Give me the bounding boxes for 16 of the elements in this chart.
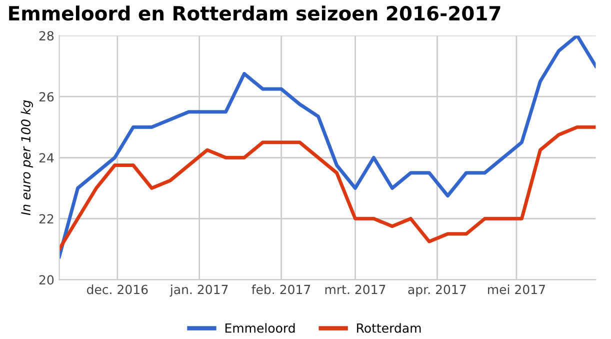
y-tick-label: 26 xyxy=(39,92,54,102)
legend-label: Emmeloord xyxy=(225,323,295,333)
y-axis-title: In euro per 100 kg xyxy=(20,100,33,216)
x-tick-label: dec. 2016 xyxy=(86,284,148,294)
x-tick-label: feb. 2017 xyxy=(252,284,310,294)
x-tick-label: jan. 2017 xyxy=(170,284,228,297)
y-tick-label: 28 xyxy=(39,31,54,41)
y-tick-label: 20 xyxy=(39,275,54,285)
y-tick-label: 24 xyxy=(39,153,54,162)
y-tick-label: 22 xyxy=(39,214,54,224)
legend-label: Rotterdam xyxy=(357,323,421,333)
line-series xyxy=(59,125,596,251)
chart-title: Emmeloord en Rotterdam seizoen 2016-2017 xyxy=(9,6,500,21)
x-tick-label: mei 2017 xyxy=(488,284,545,294)
x-tick-label: apr. 2017 xyxy=(408,284,466,297)
x-tick-label: mrt. 2017 xyxy=(325,284,386,294)
